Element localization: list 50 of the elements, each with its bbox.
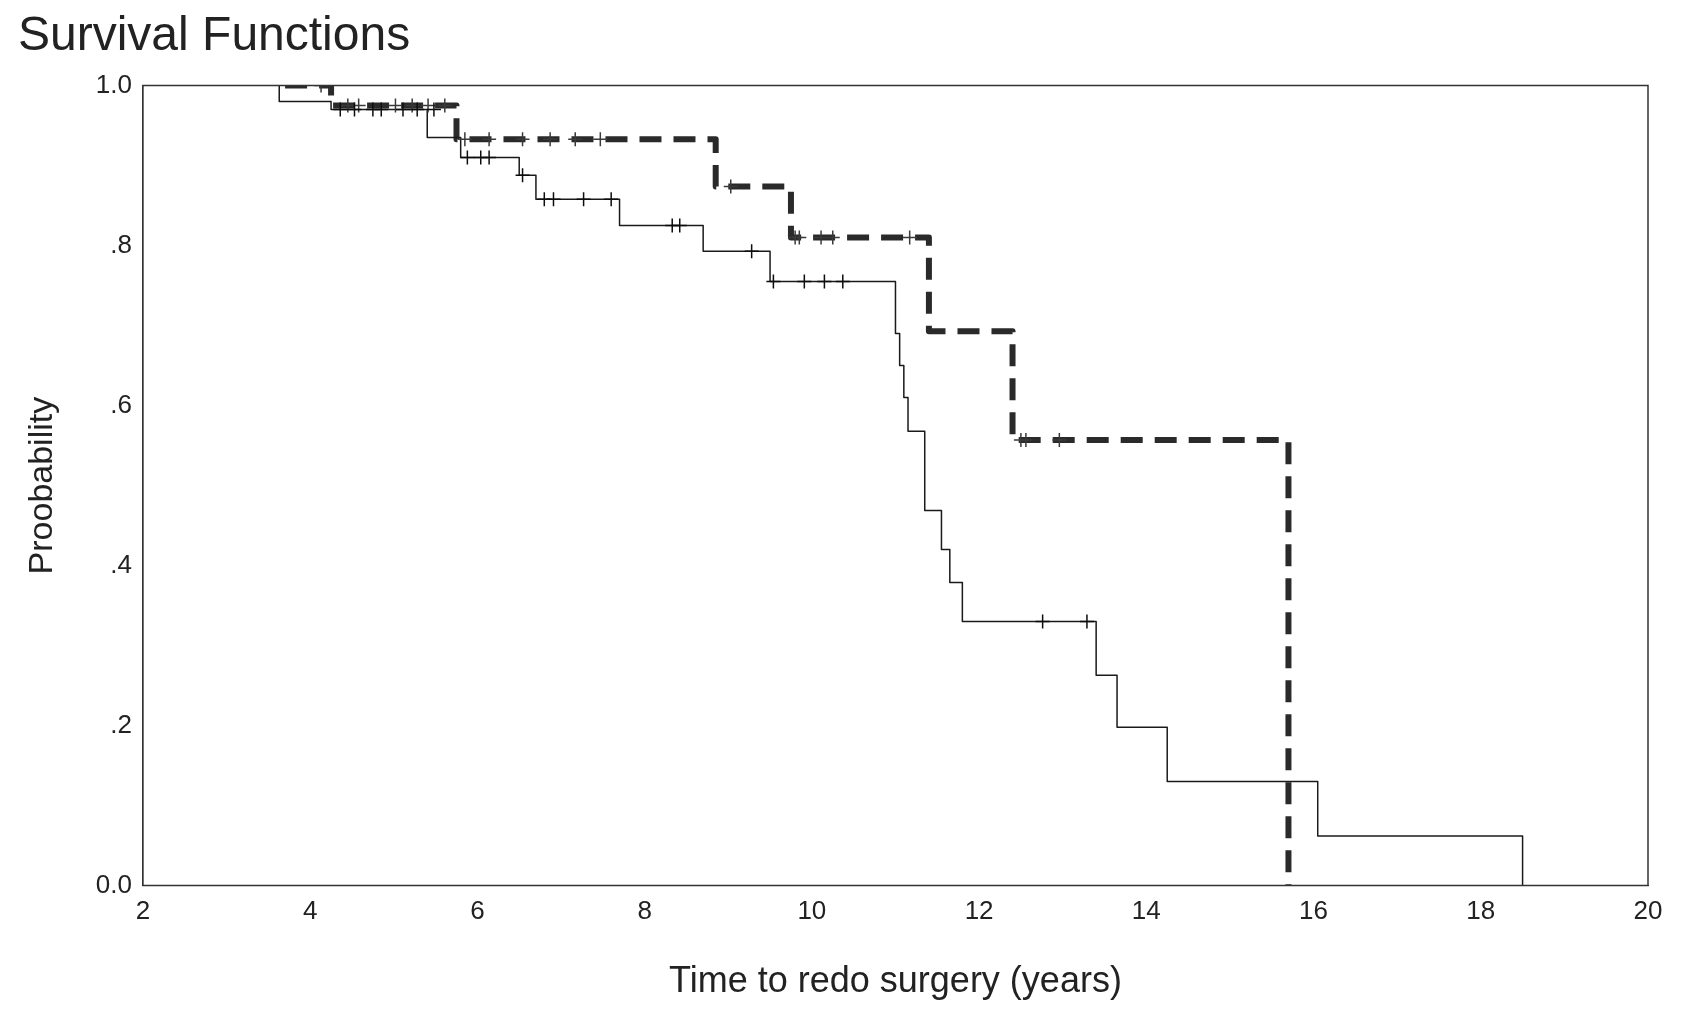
- point: [481, 149, 497, 166]
- y-axis-title: Proobability: [20, 396, 59, 575]
- point: [373, 101, 389, 118]
- y-tick-label: .8: [110, 228, 132, 259]
- point: [395, 101, 411, 118]
- x-tick-label: 4: [302, 895, 318, 926]
- x-tick-label: 16: [1299, 895, 1328, 926]
- point: [459, 149, 476, 166]
- point: [743, 243, 760, 259]
- point: [723, 178, 739, 195]
- point: [420, 97, 436, 114]
- x-tick-label: 10: [797, 895, 827, 926]
- point: [592, 131, 609, 147]
- point: [457, 131, 473, 147]
- y-tick-label: 0.0: [95, 868, 132, 899]
- point: [1051, 432, 1068, 448]
- point: [603, 191, 619, 207]
- point: [542, 131, 558, 147]
- point: [437, 97, 453, 114]
- y-tick-label: .2: [110, 708, 132, 739]
- x-tick-label: 2: [135, 895, 151, 926]
- point: [514, 131, 531, 147]
- point: [796, 273, 813, 290]
- point: [567, 131, 583, 147]
- point: [765, 273, 782, 290]
- y-tick-label: .4: [110, 548, 132, 579]
- x-axis-title: Time to redo surgery (years): [669, 959, 1122, 1001]
- x-tick-label: 12: [964, 895, 994, 926]
- point: [545, 191, 562, 207]
- point: [514, 167, 531, 183]
- point: [426, 101, 442, 118]
- point: [1034, 613, 1051, 630]
- x-tick-label: 18: [1466, 895, 1496, 926]
- y-tick-label: 1.0: [95, 68, 132, 99]
- point: [1079, 613, 1095, 630]
- point: [332, 101, 349, 118]
- point: [409, 101, 425, 118]
- chart-title: Survival Functions: [18, 7, 411, 61]
- point: [346, 101, 363, 118]
- point: [672, 217, 688, 234]
- point: [816, 273, 833, 290]
- x-tick-label: 20: [1633, 895, 1663, 926]
- point: [575, 191, 592, 207]
- point: [481, 131, 497, 147]
- x-tick-label: 8: [637, 895, 652, 926]
- x-tick-label: 6: [470, 895, 485, 926]
- point: [901, 229, 918, 246]
- x-tick-label: 14: [1131, 895, 1161, 926]
- y-tick-label: .6: [110, 388, 132, 419]
- point: [835, 273, 851, 290]
